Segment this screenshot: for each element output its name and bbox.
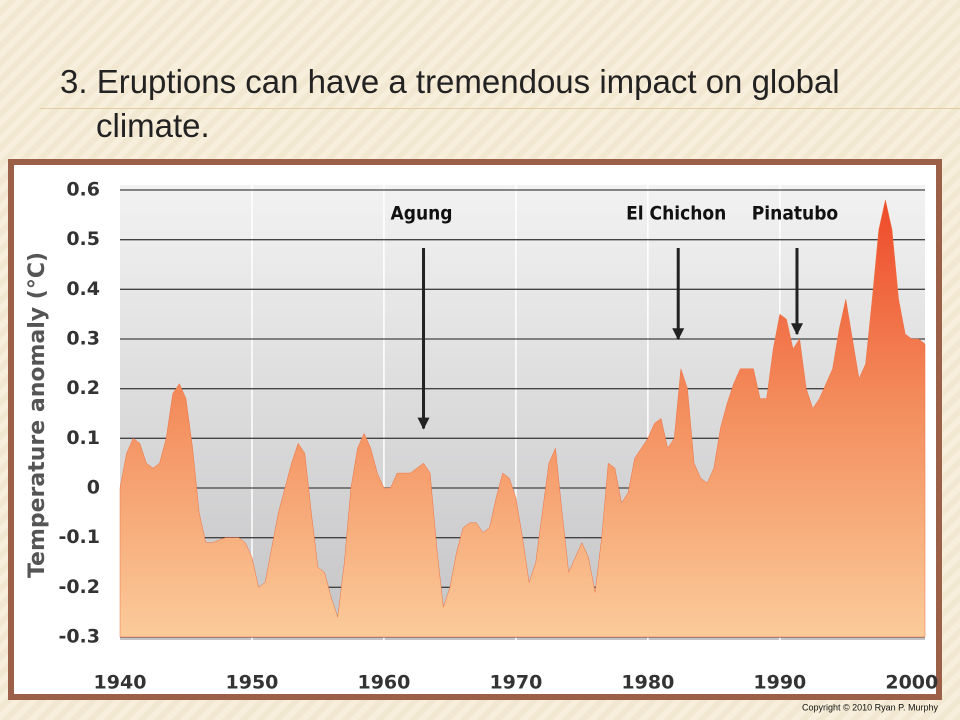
slide-title: 3. Eruptions can have a tremendous impac… xyxy=(60,63,840,144)
y-tick-label: 0.6 xyxy=(66,179,100,201)
annotation-label: Pinatubo xyxy=(752,203,839,225)
y-axis-label: Temperature anomaly (°C) xyxy=(25,252,50,578)
y-tick-label: -0.3 xyxy=(58,626,100,648)
y-tick-label: 0.4 xyxy=(66,278,100,300)
x-tick-label: 1970 xyxy=(489,672,542,694)
y-tick-label: 0.5 xyxy=(66,228,100,250)
x-tick-label: 1950 xyxy=(226,672,279,694)
x-tick-label: 1960 xyxy=(357,672,410,694)
y-tick-label: 0.1 xyxy=(66,427,100,449)
y-tick-label: 0.2 xyxy=(66,377,100,399)
y-tick-label: -0.1 xyxy=(58,526,100,548)
x-tick-label: 2000 xyxy=(885,672,938,694)
copyright: Copyright © 2010 Ryan P. Murphy xyxy=(802,702,939,712)
x-tick-label: 1990 xyxy=(753,672,806,694)
area xyxy=(119,199,926,638)
annotation-label: El Chichon xyxy=(626,203,726,225)
x-tick-label: 1980 xyxy=(621,672,674,694)
y-tick-label: 0.3 xyxy=(66,328,100,350)
annotation-label: Agung xyxy=(391,203,453,225)
x-tick-label: 1940 xyxy=(94,672,147,694)
y-tick-label: 0 xyxy=(87,477,100,499)
y-tick-label: -0.2 xyxy=(58,576,100,598)
title-rule xyxy=(40,108,960,109)
